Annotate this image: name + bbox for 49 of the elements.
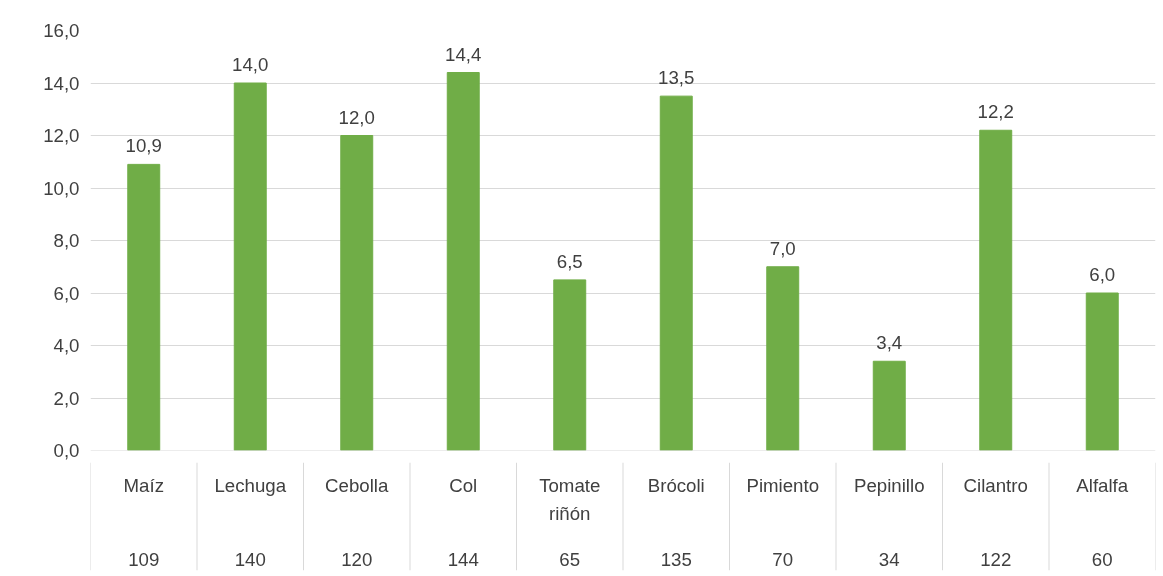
y-tick-label: 4,0 [53, 335, 80, 356]
bar [1085, 292, 1119, 451]
text: 122 [980, 549, 1012, 571]
x-tick-label: Tomate riñón [539, 475, 601, 524]
bar [446, 72, 480, 451]
data-label: 12,2 [977, 101, 1014, 123]
data-label: 3,4 [876, 332, 903, 354]
bar [872, 360, 906, 451]
text: 34 [878, 549, 900, 571]
y-tick-label: 0,0 [53, 440, 80, 461]
data-label: 14,4 [445, 43, 482, 65]
data-label: 13,5 [658, 67, 695, 89]
y-tick-label: 2,0 [53, 387, 80, 409]
text: 144 [447, 549, 479, 571]
x-tick-label: Col [449, 475, 478, 497]
x-tick-label: Cebolla [325, 475, 390, 497]
bar [766, 266, 800, 451]
text: 109 [128, 549, 160, 571]
x-tick-label: Pepinillo [853, 475, 925, 497]
text: 140 [234, 549, 266, 571]
bar [233, 82, 267, 451]
bar [340, 135, 374, 451]
text: 135 [660, 549, 692, 571]
data-label: 10,9 [125, 135, 162, 157]
bar [659, 95, 693, 451]
data-label: 14,0 [232, 54, 269, 75]
y-tick-label: 10,0 [43, 177, 80, 199]
x-tick-label: Pimiento [746, 475, 820, 497]
bar [979, 129, 1013, 451]
data-label: 12,0 [338, 106, 375, 128]
text: 65 [559, 549, 581, 571]
y-tick-label: 16,0 [43, 20, 80, 41]
x-tick-label: Lechuga [214, 475, 287, 497]
y-tick-label: 12,0 [43, 125, 80, 146]
text: 120 [341, 549, 373, 571]
bar [553, 279, 587, 451]
data-label: 7,0 [769, 237, 796, 259]
y-tick-label: 8,0 [53, 230, 80, 251]
x-tick-label: Brócoli [647, 475, 705, 497]
data-label: 6,5 [556, 250, 583, 272]
x-tick-label: Cilantro [963, 475, 1028, 497]
x-tick-label: Maíz [123, 475, 164, 497]
data-label: 6,0 [1089, 264, 1116, 285]
text: 60 [1091, 549, 1113, 571]
x-tick-label: Alfalfa [1076, 475, 1129, 497]
y-tick-label: 14,0 [43, 72, 80, 94]
y-tick-label: 6,0 [53, 282, 80, 304]
text: 70 [772, 549, 794, 571]
bar [127, 163, 161, 451]
